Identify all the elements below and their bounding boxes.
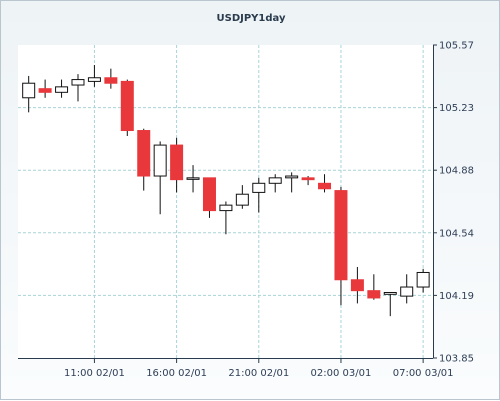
y-tick-label: 104.19 <box>439 291 474 302</box>
candle-body-down <box>318 182 332 190</box>
candles <box>22 65 430 317</box>
x-tick-label: 02:00 03/01 <box>311 368 372 379</box>
candle <box>301 176 315 186</box>
y-tick-label: 104.54 <box>439 228 474 239</box>
candle-body-down <box>334 190 348 281</box>
y-tick-label: 104.88 <box>439 166 474 177</box>
candle-body-up <box>252 182 266 193</box>
x-tick-label: 11:00 02/01 <box>64 368 125 379</box>
candle <box>71 74 85 102</box>
candle-body-up <box>153 144 167 177</box>
candle-body-down <box>137 130 151 177</box>
candle <box>153 141 167 215</box>
x-tick-label: 07:00 03/01 <box>393 368 454 379</box>
candle <box>350 267 364 304</box>
candle-body-up <box>186 177 200 180</box>
candle-body-up <box>87 77 101 82</box>
candle-body-up <box>268 177 282 184</box>
candle <box>416 268 430 293</box>
candle <box>87 65 101 87</box>
candle-body-down <box>170 144 184 181</box>
candle-body-up <box>55 86 69 93</box>
candle-body-down <box>301 177 315 181</box>
candle-body-down <box>120 80 134 132</box>
candle <box>400 274 414 304</box>
candle <box>202 177 216 218</box>
candle-body-up <box>400 286 414 297</box>
candle <box>334 186 348 306</box>
candle <box>367 274 381 300</box>
candle <box>186 165 200 193</box>
candle-body-up <box>71 79 85 86</box>
candle-body-up <box>416 271 430 288</box>
candle <box>120 79 134 136</box>
y-tick-label: 103.85 <box>439 354 474 365</box>
candle <box>38 79 52 98</box>
candle-body-up <box>219 204 233 212</box>
candle <box>318 174 332 193</box>
candle <box>219 201 233 235</box>
x-tick-label: 21:00 02/01 <box>228 368 289 379</box>
candle <box>268 174 282 193</box>
candle <box>104 68 118 89</box>
candle-body-down <box>104 77 118 84</box>
x-tick-label: 16:00 02/01 <box>146 368 207 379</box>
candle <box>285 172 299 193</box>
candle <box>170 137 184 193</box>
candle-body-down <box>38 88 52 93</box>
candle <box>383 291 397 317</box>
candle <box>22 75 36 113</box>
candle-body-up <box>383 291 397 295</box>
candle-body-up <box>22 82 36 99</box>
candle <box>137 128 151 191</box>
candle-body-down <box>202 177 216 212</box>
candle-body-up <box>285 175 299 179</box>
y-axis-ticks: 105.57 105.23 104.88 104.54 104.19 103.85 <box>433 41 474 365</box>
y-tick-label: 105.57 <box>439 41 474 52</box>
candle-body-up <box>235 193 249 206</box>
candle <box>235 185 249 209</box>
chart-title: USDJPY1day <box>216 13 286 24</box>
y-tick-label: 105.23 <box>439 103 474 114</box>
candle <box>252 177 266 213</box>
candle-body-down <box>367 290 381 299</box>
candle-body-down <box>350 279 364 292</box>
axes <box>18 45 434 359</box>
x-axis-ticks: 11:00 02/01 16:00 02/01 21:00 02/01 02:00 0… <box>64 358 454 379</box>
candle <box>55 79 69 98</box>
